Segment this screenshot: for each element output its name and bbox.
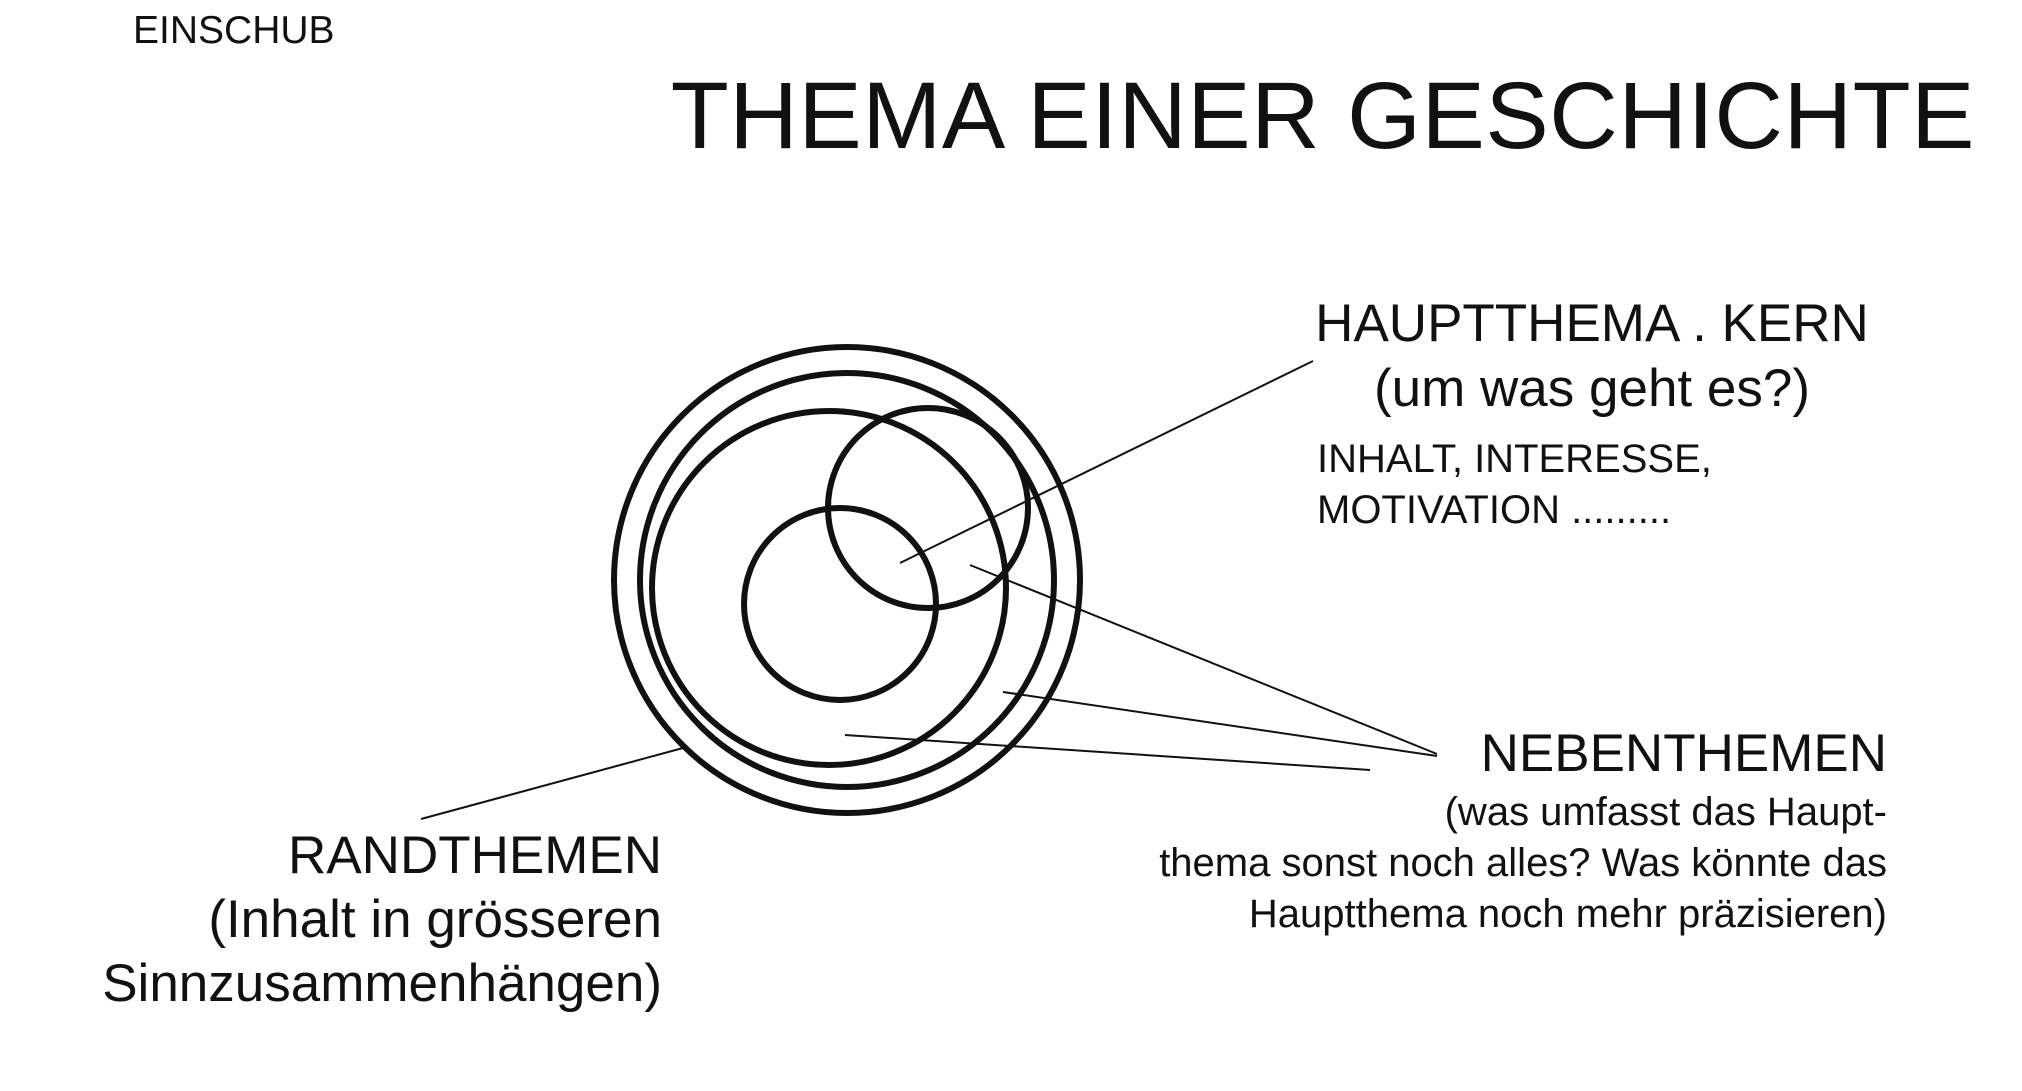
nebenthemen-pointer-line-2 <box>1002 691 1438 757</box>
randthemen-heading: RANDTHEMEN <box>288 826 662 885</box>
hauptthema-pointer-line <box>899 360 1314 564</box>
description-line: thema sonst noch alles? Was könnte das <box>1159 841 1887 885</box>
description-line: MOTIVATION ......... <box>1317 488 1672 532</box>
kern-circle <box>741 505 939 703</box>
outer-circle <box>611 344 1083 816</box>
description-line: (Inhalt in grösseren <box>208 890 662 949</box>
nebenthemen-description: (was umfasst das Haupt- thema sonst noch… <box>1159 787 1887 940</box>
inner-ring-circle <box>637 370 1057 790</box>
description-line: INHALT, INTERESSE, <box>1317 437 1712 481</box>
nebenthemen-pointer-line-3 <box>844 734 1371 771</box>
description-line: (was umfasst das Haupt- <box>1444 790 1887 834</box>
nebenthemen-heading: NEBENTHEMEN <box>1480 724 1887 783</box>
hauptthema-description: INHALT, INTERESSE, MOTIVATION ......... <box>1317 434 1712 536</box>
description-line: Sinnzusammenhängen) <box>102 954 662 1013</box>
hauptthema-subheading: (um was geht es?) <box>1374 359 1810 418</box>
nebenthemen-circle <box>649 408 1009 768</box>
hauptthema-heading: HAUPTTHEMA . KERN <box>1315 294 1869 353</box>
randthemen-pointer-line <box>420 747 684 820</box>
description-line: Hauptthema noch mehr präzisieren) <box>1248 892 1887 936</box>
section-label: EINSCHUB <box>133 9 335 52</box>
randthemen-description: (Inhalt in grösseren Sinnzusammenhängen) <box>102 888 662 1016</box>
page-title: THEMA EINER GESCHICHTE <box>670 63 1975 169</box>
nebenthemen-pointer-line-1 <box>969 564 1438 755</box>
